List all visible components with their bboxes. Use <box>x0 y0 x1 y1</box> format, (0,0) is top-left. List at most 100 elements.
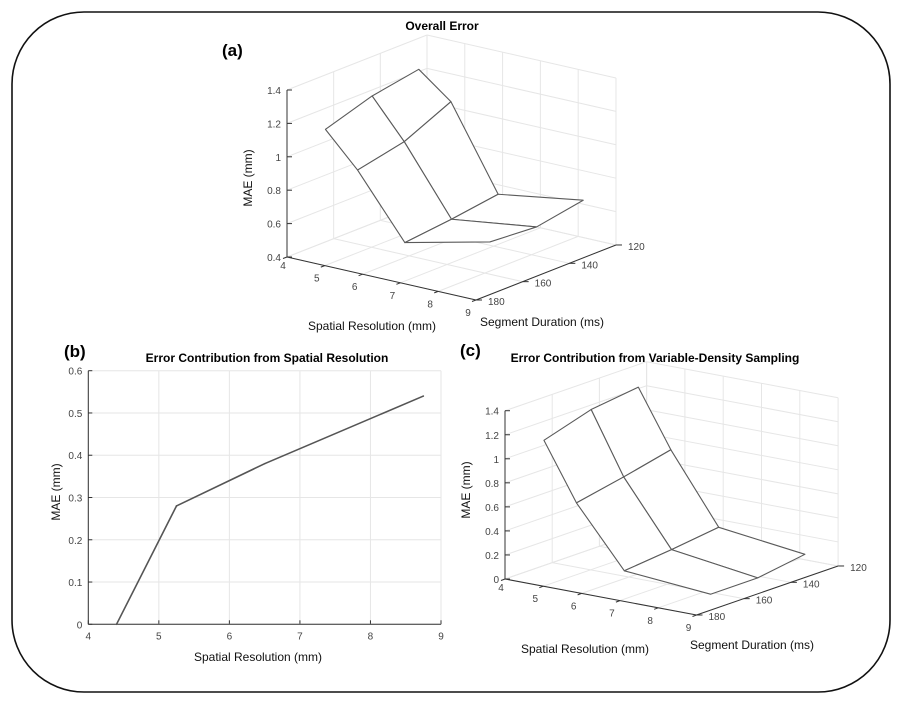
x-tick-label: 8 <box>647 616 653 627</box>
floor-gridline <box>333 238 523 283</box>
back-wall-gridline <box>426 67 617 112</box>
z-axis-label: MAE (mm) <box>459 461 473 518</box>
z-tick-label: 0.4 <box>267 253 281 264</box>
x-tick-label: 7 <box>297 631 303 642</box>
z-tick-label: 1.4 <box>267 86 281 97</box>
chart-title: Error Contribution from Spatial Resoluti… <box>146 351 389 365</box>
y-tick-label: 0.2 <box>68 536 82 547</box>
x-axis-label: Spatial Resolution (mm) <box>308 319 436 333</box>
x-axis <box>286 256 477 301</box>
x-tick-label: 4 <box>498 583 504 594</box>
chart-title: Overall Error <box>405 19 479 33</box>
x-tick-label: 5 <box>533 594 539 605</box>
x-tick-label: 5 <box>314 274 320 285</box>
x-tick-label: 4 <box>280 261 286 272</box>
x-tick-label: 5 <box>156 631 162 642</box>
y-tick-label: 0.1 <box>68 578 82 589</box>
y-tick-label: 0.6 <box>68 367 82 378</box>
panel-label: (c) <box>460 341 481 360</box>
panel-a: 4 5 6 7 8 9 120 140 160 180 0.4 0.6 0.8 1 1.2 1.4 (a) Ove… <box>222 19 645 333</box>
x-tick-label: 8 <box>427 299 433 310</box>
y-axis-label: Segment Duration (ms) <box>690 638 814 652</box>
y-tick-label: 0.3 <box>68 494 82 505</box>
back-wall-gridline <box>426 34 617 79</box>
data-point <box>175 505 178 507</box>
y-tick-label: 180 <box>488 297 505 308</box>
panel-c: 4 5 6 7 8 9 120 140 160 180 0 0.2 0.4 0.6 0.8 1 1.2 1.4 (c… <box>459 341 867 656</box>
z-tick-label: 1.4 <box>485 407 499 418</box>
panel-b: 4 5 6 7 8 9 0 0.1 0.2 0.3 0.4 0.5 0.6 (b) Error Contri… <box>49 342 444 664</box>
surface-patch <box>623 549 759 595</box>
floor-gridline <box>400 227 541 284</box>
x-tick <box>358 273 363 277</box>
x-tick <box>615 600 621 603</box>
y-tick-label: 0 <box>77 620 83 631</box>
x-tick <box>654 607 659 610</box>
x-tick <box>692 614 697 617</box>
y-tick-label: 180 <box>709 612 726 623</box>
z-axis-label: MAE (mm) <box>241 149 255 206</box>
y-tick-label: 0.4 <box>68 451 82 462</box>
y-axis <box>475 244 617 301</box>
back-wall-gridline <box>646 385 839 423</box>
z-tick-label: 1 <box>275 153 281 164</box>
panel-label: (b) <box>64 342 86 361</box>
y-tick-label: 120 <box>628 242 645 253</box>
x-tick <box>320 265 325 268</box>
side-wall-gridline <box>286 34 428 91</box>
x-tick-label: 7 <box>609 609 615 620</box>
x-tick-label: 9 <box>438 631 444 642</box>
x-tick <box>471 299 477 302</box>
x-tick-label: 9 <box>686 623 692 634</box>
back-wall-gridline <box>646 361 839 399</box>
data-series-line <box>115 395 424 625</box>
x-tick-label: 9 <box>465 308 471 319</box>
y-tick-label: 0.5 <box>68 409 82 420</box>
data-point <box>422 395 425 397</box>
surface-patch <box>404 218 538 244</box>
x-tick-label: 6 <box>571 601 577 612</box>
x-tick <box>500 578 506 581</box>
y-axis <box>696 565 839 616</box>
x-axis <box>504 578 697 616</box>
z-tick-label: 0.2 <box>485 551 499 562</box>
x-tick <box>396 282 401 285</box>
y-axis-label: Segment Duration (ms) <box>480 315 604 329</box>
y-tick-label: 160 <box>756 596 773 607</box>
x-tick-label: 7 <box>390 291 396 302</box>
x-tick-label: 6 <box>352 282 358 293</box>
x-axis-label: Spatial Resolution (mm) <box>521 642 649 656</box>
panel-label: (a) <box>222 41 243 60</box>
back-wall-gridline <box>646 409 839 447</box>
back-wall-gridline <box>646 433 839 471</box>
z-tick-label: 1.2 <box>267 119 281 130</box>
z-tick-label: 0.6 <box>267 220 281 231</box>
x-axis-label: Spatial Resolution (mm) <box>194 650 322 664</box>
y-tick-label: 140 <box>581 260 598 271</box>
z-tick-label: 0.4 <box>485 527 499 538</box>
x-tick-label: 4 <box>86 631 92 642</box>
x-tick <box>434 290 439 294</box>
y-tick-label: 120 <box>850 563 867 574</box>
x-tick <box>539 585 544 589</box>
z-tick-label: 1 <box>493 455 499 466</box>
data-point <box>263 462 266 465</box>
data-point <box>115 623 118 626</box>
chart-title: Error Contribution from Variable-Density… <box>511 351 800 365</box>
back-wall-gridline <box>426 101 617 146</box>
z-tick-label: 1.2 <box>485 431 499 442</box>
floor-gridline <box>438 235 579 292</box>
x-tick-label: 6 <box>227 631 233 642</box>
y-tick-label: 140 <box>803 579 820 590</box>
z-tick-label: 0.6 <box>485 503 499 514</box>
z-tick-label: 0 <box>493 575 499 586</box>
x-tick <box>282 256 288 259</box>
z-tick-label: 0.8 <box>267 186 281 197</box>
x-tick-label: 8 <box>368 631 374 642</box>
y-axis-label: MAE (mm) <box>49 463 63 520</box>
side-wall-gridline <box>504 361 647 412</box>
y-tick-label: 160 <box>535 279 552 290</box>
x-tick <box>577 592 582 596</box>
z-tick-label: 0.8 <box>485 479 499 490</box>
